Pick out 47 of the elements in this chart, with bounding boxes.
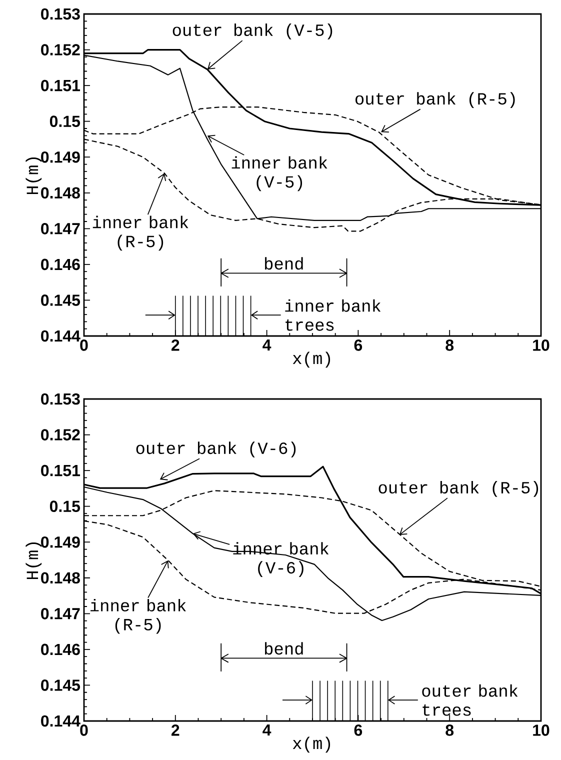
y-tick-label: 0.149 [41, 151, 80, 163]
x-tick-label: 6 [354, 340, 362, 351]
annotation: outer bank (R-5) [356, 92, 515, 108]
y-tick-label: 0.153 [41, 8, 80, 20]
annotation: outer bank (V-5) [172, 24, 332, 40]
x-tick-label: 2 [171, 340, 180, 351]
annotation: outer bank (V-6) [136, 442, 296, 458]
annotation: inner bank trees [285, 299, 381, 331]
x-tick-label: 0 [80, 340, 88, 351]
y-tick-label: 0.145 [41, 680, 80, 691]
y-tick-label: 0.146 [41, 258, 80, 270]
y-axis-title: H(m) [26, 157, 42, 194]
annotation: outer bank trees [422, 684, 518, 716]
y-tick-label: 0.151 [41, 464, 80, 476]
x-tick-label: 6 [354, 724, 362, 736]
annotation: inner bank (V-5) [232, 156, 328, 192]
y-tick-label: 0.145 [41, 294, 80, 306]
y-tick-label: 0.15 [50, 116, 80, 127]
annotation: inner bank (R-5) [90, 598, 186, 634]
y-tick-label: 0.152 [41, 429, 80, 440]
y-tick-label: 0.149 [41, 536, 80, 548]
y-tick-label: 0.151 [41, 80, 80, 92]
y-tick-label: 0.148 [41, 572, 80, 584]
y-tick-label: 0.15 [50, 500, 80, 512]
x-tick-label: 8 [446, 724, 454, 736]
annotation: inner bank (R-5) [92, 216, 188, 251]
y-axis-title: H(m) [26, 542, 42, 580]
x-axis-title: x(m) [292, 736, 330, 753]
x-tick-label: 4 [262, 724, 272, 736]
y-tick-label: 0.153 [41, 393, 80, 405]
annotation: bend [265, 642, 303, 655]
x-tick-label: 10 [533, 724, 550, 736]
x-tick-label: 0 [80, 724, 88, 736]
y-tick-label: 0.144 [41, 715, 80, 727]
annotation: outer bank (R-5) [378, 481, 538, 497]
y-tick-label: 0.147 [41, 608, 80, 620]
x-tick-label: 10 [533, 340, 550, 351]
annotation: bend [265, 257, 303, 270]
x-axis-title: x(m) [292, 352, 330, 368]
y-tick-label: 0.147 [41, 223, 80, 234]
y-tick-label: 0.146 [41, 644, 80, 656]
x-tick-label: 8 [446, 340, 454, 351]
y-tick-label: 0.152 [41, 44, 80, 56]
y-tick-label: 0.148 [41, 187, 80, 199]
x-tick-label: 2 [171, 724, 180, 736]
y-tick-label: 0.144 [41, 330, 80, 342]
x-tick-label: 4 [262, 340, 272, 351]
